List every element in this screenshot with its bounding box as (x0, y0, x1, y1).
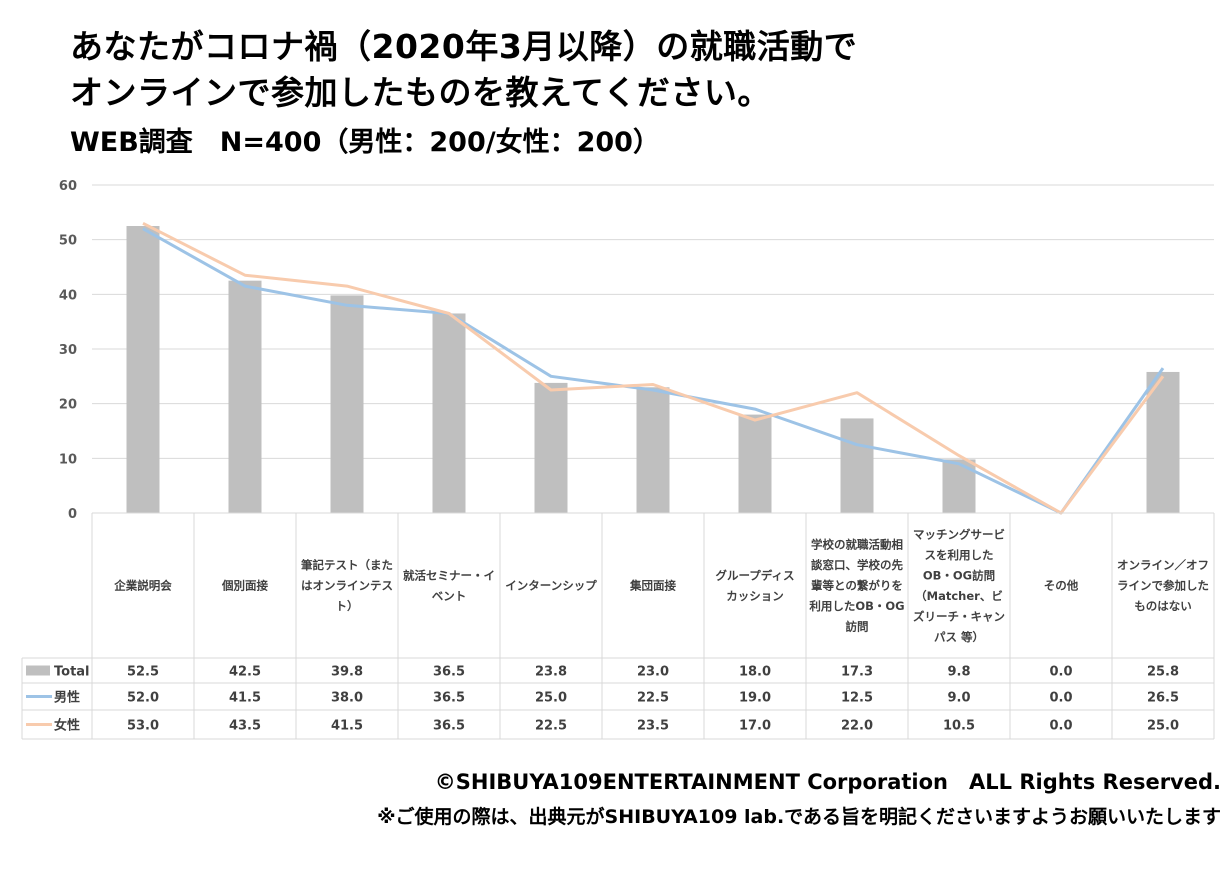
bar-total (636, 387, 670, 513)
table-cell-value: 25.0 (535, 691, 567, 706)
category-label: インターンシップ (505, 579, 597, 593)
category-label: 学校の就職活動相談窓口、学校の先輩等との繋がりを利用したOB・OG 訪問 (808, 538, 904, 634)
table-cell-value: 23.5 (637, 719, 669, 734)
copyright-credit: ©SHIBUYA109ENTERTAINMENT Corporation ALL… (434, 770, 1221, 794)
table-cell-value: 43.5 (229, 719, 261, 734)
y-tick-label: 40 (59, 288, 77, 303)
bar-total (432, 313, 466, 513)
table-cell-value: 25.8 (1147, 665, 1179, 680)
y-tick-label: 30 (59, 343, 77, 358)
bar-total (126, 226, 160, 513)
table-cell-value: 52.0 (127, 691, 159, 706)
table-cell-value: 36.5 (433, 691, 465, 706)
bar-total (534, 382, 568, 513)
table-cell-value: 39.8 (331, 665, 363, 680)
table-cell-value: 19.0 (739, 691, 771, 706)
table-cell-value: 22.0 (841, 719, 873, 734)
table-cell-value: 36.5 (433, 665, 465, 680)
table-cell-value: 22.5 (637, 691, 669, 706)
line-series-男性 (142, 227, 1165, 515)
line-series-女性 (142, 221, 1165, 515)
table-cell-value: 52.5 (127, 665, 159, 680)
chart-title: あなたがコロナ禍（2020年3月以降）の就職活動で オンラインで参加したものを教… (70, 24, 1210, 116)
bar-total (738, 414, 772, 513)
table-cell-value: 38.0 (331, 691, 363, 706)
category-label: 筆記テスト（またはオンラインテスト） (301, 558, 393, 613)
legend-label-女性: 女性 (54, 718, 80, 734)
table-cell-value: 41.5 (331, 719, 363, 734)
table-cell-value: 26.5 (1147, 691, 1179, 706)
table-cell-value: 18.0 (739, 665, 771, 680)
usage-notice: ※ご使用の際は、出典元がSHIBUYA109 lab.である旨を明記くださいます… (377, 806, 1221, 828)
table-cell-value: 53.0 (127, 719, 159, 734)
category-label: オンライン／オフラインで参加したものはない (1117, 558, 1209, 613)
table-cell-value: 42.5 (229, 665, 261, 680)
table-cell-value: 12.5 (841, 691, 873, 706)
table-cell-value: 17.0 (739, 719, 771, 734)
table-cell-value: 17.3 (841, 665, 873, 680)
category-label: 企業説明会 (113, 579, 172, 593)
chart-title-line-2: オンラインで参加したものを教えてください。 (70, 73, 771, 112)
bar-total (1146, 371, 1180, 513)
table-cell-value: 23.0 (637, 665, 669, 680)
category-label: グループディスカッション (715, 568, 794, 603)
bar-total (840, 418, 874, 513)
bar-total (330, 295, 364, 513)
y-tick-label: 50 (59, 234, 77, 249)
table-cell-value: 23.8 (535, 665, 567, 680)
category-label: 就活セミナー・イベント (403, 568, 495, 603)
table-cell-value: 22.5 (535, 719, 567, 734)
chart-subtitle: WEB調査 N=400（男性：200/女性：200） (70, 127, 660, 158)
bar-total (942, 459, 976, 513)
legend-key-total (26, 665, 50, 676)
table-cell-value: 9.8 (947, 665, 970, 680)
y-tick-label: 20 (59, 398, 77, 413)
category-label: その他 (1044, 579, 1079, 593)
legend-label-男性: 男性 (54, 690, 80, 706)
category-label: 集団面接 (629, 579, 676, 593)
table-cell-value: 25.0 (1147, 719, 1179, 734)
y-tick-label: 60 (59, 179, 77, 194)
table-cell-value: 41.5 (229, 691, 261, 706)
table-cell-value: 0.0 (1049, 665, 1072, 680)
table-cell-value: 9.0 (947, 691, 970, 706)
category-label: マッチングサービスを利用した OB・OG訪問（Matcher、ビズリーチ・キャンパ… (913, 527, 1005, 644)
y-tick-label: 10 (59, 452, 77, 467)
category-label: 個別面接 (221, 579, 268, 593)
chart-title-line-1: あなたがコロナ禍（2020年3月以降）の就職活動で (70, 27, 858, 66)
table-cell-value: 10.5 (943, 719, 975, 734)
y-tick-label: 0 (68, 507, 77, 522)
table-cell-value: 36.5 (433, 719, 465, 734)
bar-total (228, 280, 262, 513)
legend-label-Total: Total (54, 665, 90, 680)
table-cell-value: 0.0 (1049, 719, 1072, 734)
table-cell-value: 0.0 (1049, 691, 1072, 706)
